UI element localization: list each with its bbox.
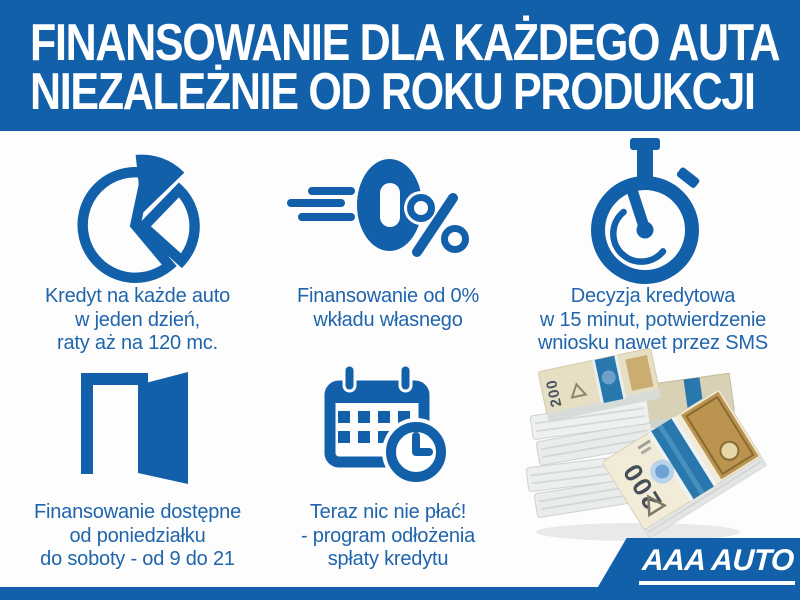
feature-caption-pay-later: Teraz nic nie płać! - program odłożenia … — [268, 501, 508, 572]
caption-line: Decyzja kredytowa — [570, 285, 736, 307]
caption-line: w 15 minut, potwierdzenie — [539, 308, 767, 331]
headline: FINANSOWANIE DLA KAŻDEGO AUTA NIEZALEŻNI… — [30, 13, 800, 121]
caption-line: wniosku nawet przez SMS — [538, 332, 768, 354]
money-stacks-photo: 200 200 — [525, 348, 768, 541]
logo-text: AAA AUTO — [638, 544, 797, 585]
caption-line: w jeden dzień, — [74, 308, 201, 331]
caption-line: od poniedziałku — [69, 524, 206, 547]
feature-caption-zero-percent: Finansowanie od 0% wkładu własnego — [268, 285, 508, 332]
caption-line: Teraz nic nie płać! — [309, 501, 467, 523]
caption-line: raty aż na 120 mc. — [57, 332, 218, 354]
zero-percent-icon — [287, 159, 469, 257]
caption-line: Finansowanie dostępne — [33, 501, 242, 523]
feature-caption-loan: Kredyt na każde auto w jeden dzień, raty… — [15, 285, 260, 356]
caption-line: Kredyt na każde auto — [44, 285, 230, 307]
stopwatch-icon — [591, 138, 700, 284]
pie-chart-icon — [77, 154, 200, 283]
aaa-auto-logo: AAA AUTO — [590, 538, 800, 600]
banknote-value-label: 200 — [543, 378, 565, 409]
caption-line: Finansowanie od 0% — [296, 285, 480, 307]
caption-line: wkładu własnego — [313, 308, 463, 331]
calendar-clock-icon — [324, 363, 450, 486]
feature-caption-availability: Finansowanie dostępne od poniedziałku do… — [15, 501, 260, 572]
feature-caption-decision: Decyzja kredytowa w 15 minut, potwierdze… — [518, 285, 788, 356]
caption-line: - program odłożenia — [300, 524, 476, 547]
caption-line: spłaty kredytu — [327, 548, 449, 570]
headline-line1: FINANSOWANIE DLA KAŻDEGO AUTA — [30, 13, 781, 72]
header-banner: FINANSOWANIE DLA KAŻDEGO AUTA NIEZALEŻNI… — [0, 0, 800, 131]
caption-line: do soboty - od 9 do 21 — [40, 548, 235, 570]
open-door-icon — [81, 372, 188, 484]
headline-line2: NIEZALEŻNIE OD ROKU PRODUKCJI — [30, 62, 756, 121]
